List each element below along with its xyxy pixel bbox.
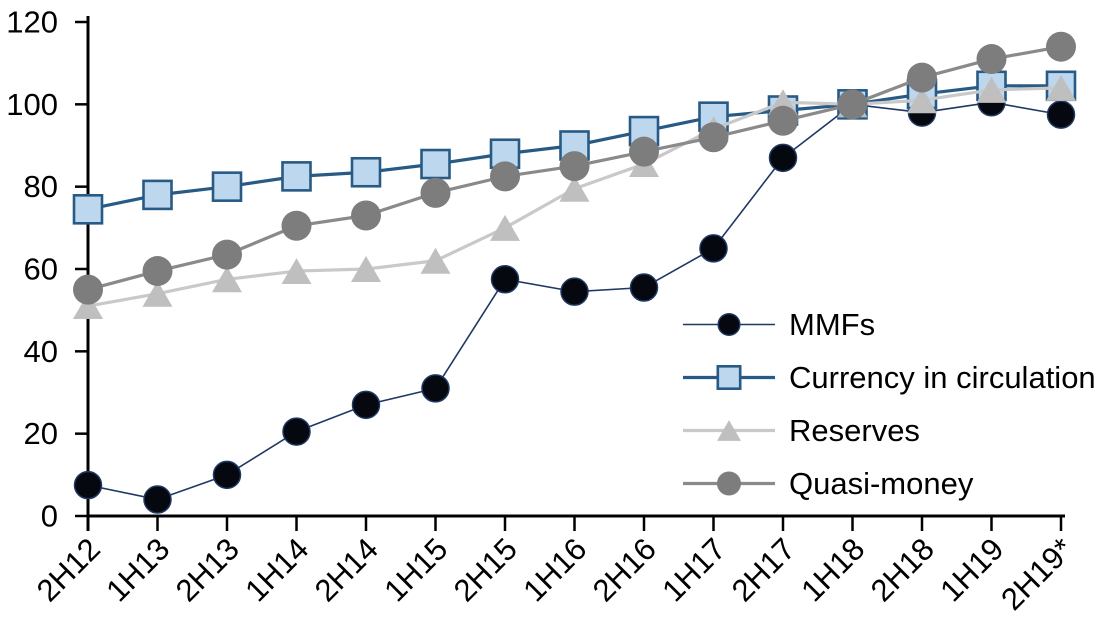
legend-label-mmfs: MMFs bbox=[789, 307, 876, 342]
circle-marker-quasi-money bbox=[142, 256, 173, 287]
legend-item-reserves: Reserves bbox=[683, 404, 1096, 457]
legend-sample-quasi-money-icon bbox=[683, 471, 775, 496]
circle-legend-marker-mmfs bbox=[717, 312, 741, 337]
x-tick-label: 2H19* bbox=[994, 531, 1080, 617]
circle-marker-mmfs bbox=[699, 234, 728, 263]
triangle-marker-reserves bbox=[73, 293, 103, 320]
x-tick-label: 2H17 bbox=[725, 531, 802, 608]
square-marker-currency-in-circulation bbox=[489, 138, 521, 170]
circle-marker-quasi-money bbox=[907, 62, 937, 93]
triangle-marker-reserves bbox=[420, 247, 451, 274]
series-quasi-money bbox=[73, 31, 1076, 305]
x-tick-label: 2H18 bbox=[864, 531, 941, 608]
triangle-marker-reserves bbox=[142, 280, 173, 307]
x-tick-label: 1H17 bbox=[655, 531, 732, 608]
legend-item-mmfs: MMFs bbox=[683, 298, 1096, 351]
y-tick-label: 60 bbox=[24, 252, 58, 287]
triangle-marker-reserves bbox=[1046, 74, 1076, 101]
x-tick-label: 1H18 bbox=[794, 531, 871, 608]
circle-marker-quasi-money bbox=[698, 122, 729, 153]
x-tick-label: 1H13 bbox=[99, 531, 176, 608]
legend-sample-currency-icon bbox=[683, 365, 775, 390]
triangle-marker-reserves bbox=[559, 175, 590, 202]
triangle-marker-reserves bbox=[490, 214, 520, 241]
y-tick-label: 80 bbox=[24, 169, 58, 204]
legend-label-quasi-money: Quasi-money bbox=[789, 466, 974, 501]
x-tick-label: 2H16 bbox=[586, 531, 663, 608]
circle-marker-mmfs bbox=[212, 460, 242, 490]
legend: MMFs Currency in circulation Reserves Qu… bbox=[683, 298, 1096, 510]
x-tick-label: 1H16 bbox=[516, 531, 593, 608]
circle-marker-mmfs bbox=[560, 277, 589, 306]
circle-marker-quasi-money bbox=[629, 136, 659, 167]
circle-marker-mmfs bbox=[768, 143, 798, 173]
circle-marker-quasi-money bbox=[1046, 31, 1076, 62]
square-marker-currency-in-circulation bbox=[142, 179, 173, 211]
circle-marker-quasi-money bbox=[351, 200, 381, 231]
y-tick-label: 120 bbox=[6, 5, 58, 40]
circle-marker-mmfs bbox=[351, 390, 381, 420]
circle-marker-quasi-money bbox=[837, 89, 868, 120]
circle-marker-mmfs bbox=[282, 417, 311, 446]
square-legend-marker-currency-in-circulation bbox=[716, 365, 742, 390]
y-tick-label: 100 bbox=[6, 87, 58, 122]
circle-marker-mmfs bbox=[421, 374, 450, 403]
triangle-marker-reserves bbox=[907, 87, 937, 114]
x-tick-label: 2H15 bbox=[447, 531, 524, 608]
circle-marker-quasi-money bbox=[559, 151, 590, 182]
circle-marker-mmfs bbox=[1046, 100, 1076, 129]
circle-marker-quasi-money bbox=[73, 274, 103, 305]
x-tick-label: 2H12 bbox=[30, 531, 107, 608]
triangle-legend-marker-reserves bbox=[717, 420, 741, 441]
x-tick-label: 1H14 bbox=[238, 531, 315, 608]
circle-marker-mmfs bbox=[143, 485, 172, 514]
circle-marker-quasi-money bbox=[281, 210, 312, 241]
circle-marker-mmfs bbox=[629, 273, 659, 302]
circle-marker-quasi-money bbox=[420, 177, 451, 208]
triangle-marker-reserves bbox=[976, 76, 1007, 103]
legend-label-reserves: Reserves bbox=[789, 413, 920, 448]
x-tick-label: 2H14 bbox=[308, 531, 385, 608]
x-tick-labels: 2H121H132H131H142H141H152H151H162H161H17… bbox=[30, 516, 1080, 617]
y-tick-labels: 0 20 40 60 80 100 120 bbox=[6, 5, 88, 534]
circle-legend-marker-quasi-money bbox=[717, 471, 741, 496]
square-marker-currency-in-circulation bbox=[350, 156, 382, 188]
triangle-marker-reserves bbox=[212, 266, 242, 293]
x-tick-label: 1H15 bbox=[377, 531, 454, 608]
legend-sample-reserves-icon bbox=[683, 420, 775, 441]
x-tick-label: 2H13 bbox=[169, 531, 246, 608]
legend-item-quasi-money: Quasi-money bbox=[683, 457, 1096, 510]
square-marker-currency-in-circulation bbox=[281, 161, 312, 192]
square-marker-currency-in-circulation bbox=[72, 194, 104, 225]
y-tick-label: 20 bbox=[24, 416, 58, 451]
circle-marker-quasi-money bbox=[768, 105, 798, 136]
circle-marker-mmfs bbox=[73, 470, 103, 500]
circle-marker-mmfs bbox=[490, 265, 520, 294]
square-marker-currency-in-circulation bbox=[420, 148, 451, 180]
y-tick-label: 0 bbox=[41, 499, 58, 534]
triangle-marker-reserves bbox=[281, 258, 312, 285]
circle-marker-quasi-money bbox=[490, 161, 520, 192]
triangle-marker-reserves bbox=[351, 256, 381, 282]
circle-marker-quasi-money bbox=[976, 44, 1007, 75]
square-marker-currency-in-circulation bbox=[211, 171, 243, 202]
legend-item-currency-in-circulation: Currency in circulation bbox=[683, 351, 1096, 404]
legend-sample-mmfs-icon bbox=[683, 312, 775, 337]
circle-marker-quasi-money bbox=[212, 239, 242, 270]
y-tick-label: 40 bbox=[24, 334, 58, 369]
legend-label-currency-in-circulation: Currency in circulation bbox=[789, 360, 1096, 395]
